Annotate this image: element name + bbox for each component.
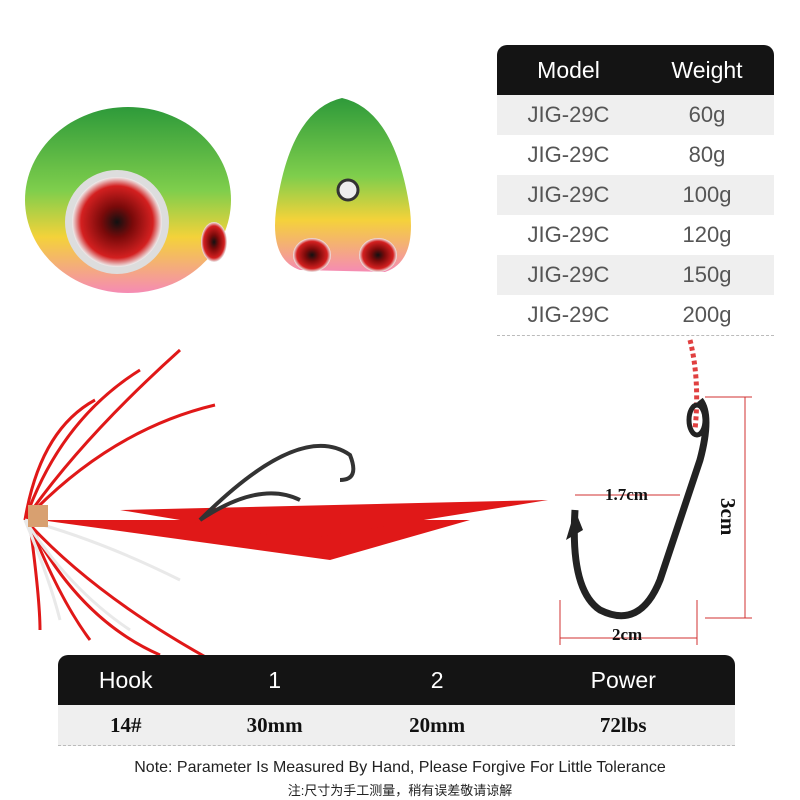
table-cell: 30mm bbox=[246, 712, 303, 737]
note: Note: Parameter Is Measured By Hand, Ple… bbox=[134, 759, 666, 776]
table-cell: 120g bbox=[682, 222, 732, 247]
table-cell: 60g bbox=[688, 102, 726, 127]
dimension-label: 1.7cm bbox=[605, 485, 648, 504]
table-header: Model Weight bbox=[497, 45, 774, 95]
spec-table: Hook 1 2 Power 14# 30mm 20mm 72lbs bbox=[58, 655, 735, 746]
table-row: JIG-29C 60g bbox=[497, 95, 774, 135]
header-cell: Power bbox=[590, 666, 656, 693]
header-cell: 1 bbox=[268, 666, 282, 693]
table-cell: JIG-29C bbox=[527, 262, 610, 287]
table-header: Hook 1 2 Power bbox=[58, 655, 735, 705]
table-cell: 72lbs bbox=[599, 712, 647, 737]
table-cell: 14# bbox=[109, 712, 142, 737]
table-cell: 150g bbox=[682, 262, 732, 287]
header-cell: Model bbox=[537, 56, 600, 83]
table-row: 14# 30mm 20mm 72lbs bbox=[58, 705, 735, 746]
table-cell: 200g bbox=[682, 302, 732, 327]
header-cell: 2 bbox=[430, 666, 444, 693]
table-cell: 80g bbox=[688, 142, 726, 167]
note-zh: 注:尺寸为手工测量，稍有误差敬请谅解 bbox=[287, 783, 513, 798]
table-cell: JIG-29C bbox=[527, 102, 610, 127]
table-cell: JIG-29C bbox=[527, 222, 610, 247]
table-row: JIG-29C 120g bbox=[497, 215, 774, 255]
table-cell: 100g bbox=[682, 182, 732, 207]
dimension-label: 3cm bbox=[716, 498, 740, 536]
dimension-label: 2cm bbox=[612, 625, 643, 644]
table-row: JIG-29C 80g bbox=[497, 135, 774, 175]
table-cell: JIG-29C bbox=[527, 302, 610, 327]
table-row: JIG-29C 200g bbox=[497, 295, 774, 336]
dimension-lines bbox=[559, 396, 752, 645]
table-row: JIG-29C 150g bbox=[497, 255, 774, 295]
header-cell: Hook bbox=[98, 666, 153, 693]
table-row: JIG-29C 100g bbox=[497, 175, 774, 215]
header-cell: Weight bbox=[671, 56, 743, 83]
table-cell: JIG-29C bbox=[527, 142, 610, 167]
table-cell: 20mm bbox=[409, 712, 466, 737]
weight-table: Model Weight JIG-29C 60g JIG-29C 80g JIG-29C 10… bbox=[497, 45, 774, 336]
table-cell: JIG-29C bbox=[527, 182, 610, 207]
